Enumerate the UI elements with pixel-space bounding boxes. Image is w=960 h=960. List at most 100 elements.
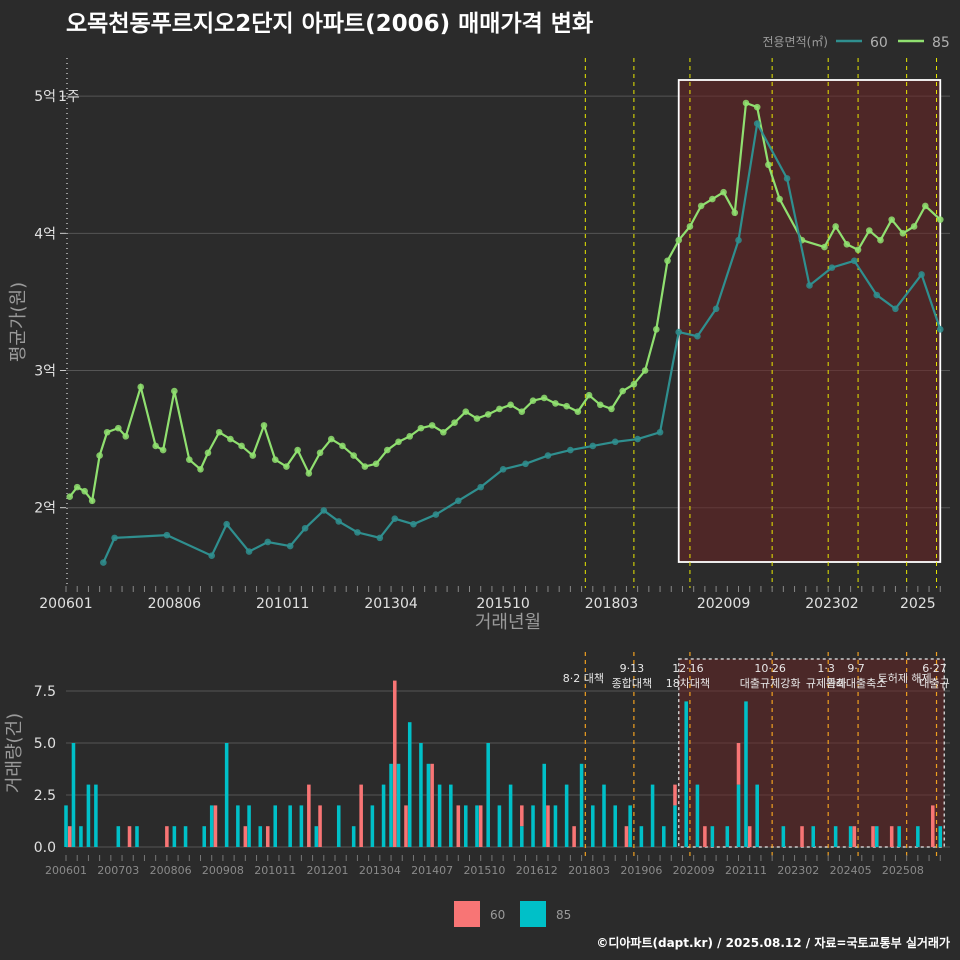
- data-point-85: [854, 246, 862, 254]
- data-point-85: [305, 470, 313, 477]
- bar-85: [288, 805, 292, 847]
- bar-85: [508, 784, 513, 847]
- bar-85: [520, 826, 524, 847]
- data-point-60: [100, 559, 107, 566]
- data-point-85: [731, 209, 739, 217]
- bar-85: [209, 805, 214, 847]
- data-point-85: [936, 216, 944, 223]
- bar-85: [736, 784, 741, 847]
- bar-60: [478, 805, 483, 847]
- bar-85: [564, 784, 569, 847]
- data-point-85: [608, 405, 615, 413]
- bar-60: [307, 784, 311, 847]
- data-point-85: [137, 383, 145, 391]
- bar-y-tick-label: 7.5: [34, 684, 56, 700]
- bar-y-tick-label: 5.0: [34, 736, 56, 752]
- bar-85: [94, 784, 98, 847]
- highlight-box: [677, 79, 942, 563]
- bar-60: [673, 784, 677, 806]
- bar-60: [404, 805, 408, 847]
- bar-y-tick-label: 2.5: [34, 788, 56, 804]
- policy-annotation: 대출규: [919, 677, 949, 690]
- x-tick-label: 201304: [364, 596, 418, 612]
- legend-label-85: 85: [932, 35, 950, 51]
- legend-label-bar-85: 85: [556, 908, 571, 922]
- bar-85: [370, 805, 375, 847]
- data-point-85: [753, 103, 761, 111]
- bar-x-tick-label: 201011: [254, 864, 296, 877]
- x-axis-title: 거래년월: [475, 612, 541, 633]
- bar-85: [874, 826, 879, 847]
- bar-85: [811, 826, 816, 847]
- annotation-1ju: 1주: [58, 89, 80, 105]
- data-point-85: [361, 463, 369, 470]
- bar-85: [673, 805, 677, 847]
- data-point-85: [585, 391, 593, 399]
- policy-annotation: 대출규제강화: [740, 677, 801, 690]
- bar-85: [916, 826, 920, 847]
- data-point-60: [611, 438, 619, 446]
- bar-x-tick-label: 200806: [150, 864, 192, 877]
- data-point-60: [223, 520, 230, 528]
- bar-85: [710, 826, 715, 847]
- data-point-85: [395, 438, 402, 446]
- data-point-85: [271, 456, 279, 463]
- data-point-85: [742, 99, 750, 107]
- bar-85: [381, 784, 386, 847]
- bar-60: [624, 826, 629, 847]
- data-point-60: [873, 291, 881, 299]
- data-point-85: [197, 465, 204, 473]
- bar-85: [684, 701, 688, 847]
- bar-85: [64, 805, 68, 847]
- x-tick-label: 2025: [900, 596, 936, 612]
- bar-60: [871, 826, 875, 847]
- data-point-60: [301, 524, 309, 532]
- bar-85: [531, 805, 535, 847]
- data-point-60: [264, 538, 272, 546]
- x-tick-label: 201011: [256, 596, 309, 612]
- data-point-85: [384, 446, 391, 454]
- bar-60: [703, 826, 707, 847]
- bar-85: [553, 805, 558, 847]
- bar-85: [463, 805, 468, 847]
- data-point-85: [238, 442, 245, 450]
- bar-85: [650, 784, 655, 847]
- data-point-85: [720, 188, 727, 196]
- data-point-85: [215, 428, 223, 436]
- bar-60: [243, 826, 248, 847]
- bar-85: [247, 805, 251, 847]
- bar-85: [258, 826, 263, 847]
- bar-85: [486, 743, 490, 847]
- bar-85: [116, 826, 121, 847]
- policy-annotation: 1·3: [817, 662, 835, 675]
- bar-60: [546, 805, 550, 847]
- data-point-85: [440, 428, 447, 436]
- data-point-85: [686, 223, 694, 230]
- data-point-85: [518, 408, 526, 415]
- source-caption: ©디아파트(dapt.kr) / 2025.08.12 / 자료=국토교통부 실…: [596, 936, 950, 950]
- data-point-85: [630, 380, 638, 388]
- data-point-85: [540, 394, 548, 402]
- bar-85: [848, 826, 853, 847]
- policy-annotation: 규제완화: [806, 677, 846, 690]
- data-point-60: [410, 520, 417, 528]
- bar-85: [449, 784, 453, 847]
- data-point-85: [529, 397, 537, 404]
- data-point-85: [451, 419, 458, 426]
- bar-y-tick-label: 0.0: [34, 840, 56, 856]
- data-point-60: [589, 442, 597, 450]
- bar-85: [71, 743, 76, 847]
- bar-85: [273, 805, 278, 847]
- data-point-85: [204, 449, 212, 457]
- data-point-85: [73, 483, 81, 491]
- policy-annotation: 18차대책: [666, 677, 710, 690]
- bar-60: [430, 763, 434, 847]
- legend-swatch-bar-85: [520, 901, 546, 927]
- bar-60: [127, 826, 132, 847]
- data-point-85: [910, 223, 918, 230]
- data-point-60: [522, 460, 529, 468]
- legend-title: 전용면적(㎡): [762, 35, 828, 49]
- data-point-85: [865, 227, 873, 234]
- data-point-85: [574, 408, 582, 415]
- data-point-85: [66, 493, 74, 501]
